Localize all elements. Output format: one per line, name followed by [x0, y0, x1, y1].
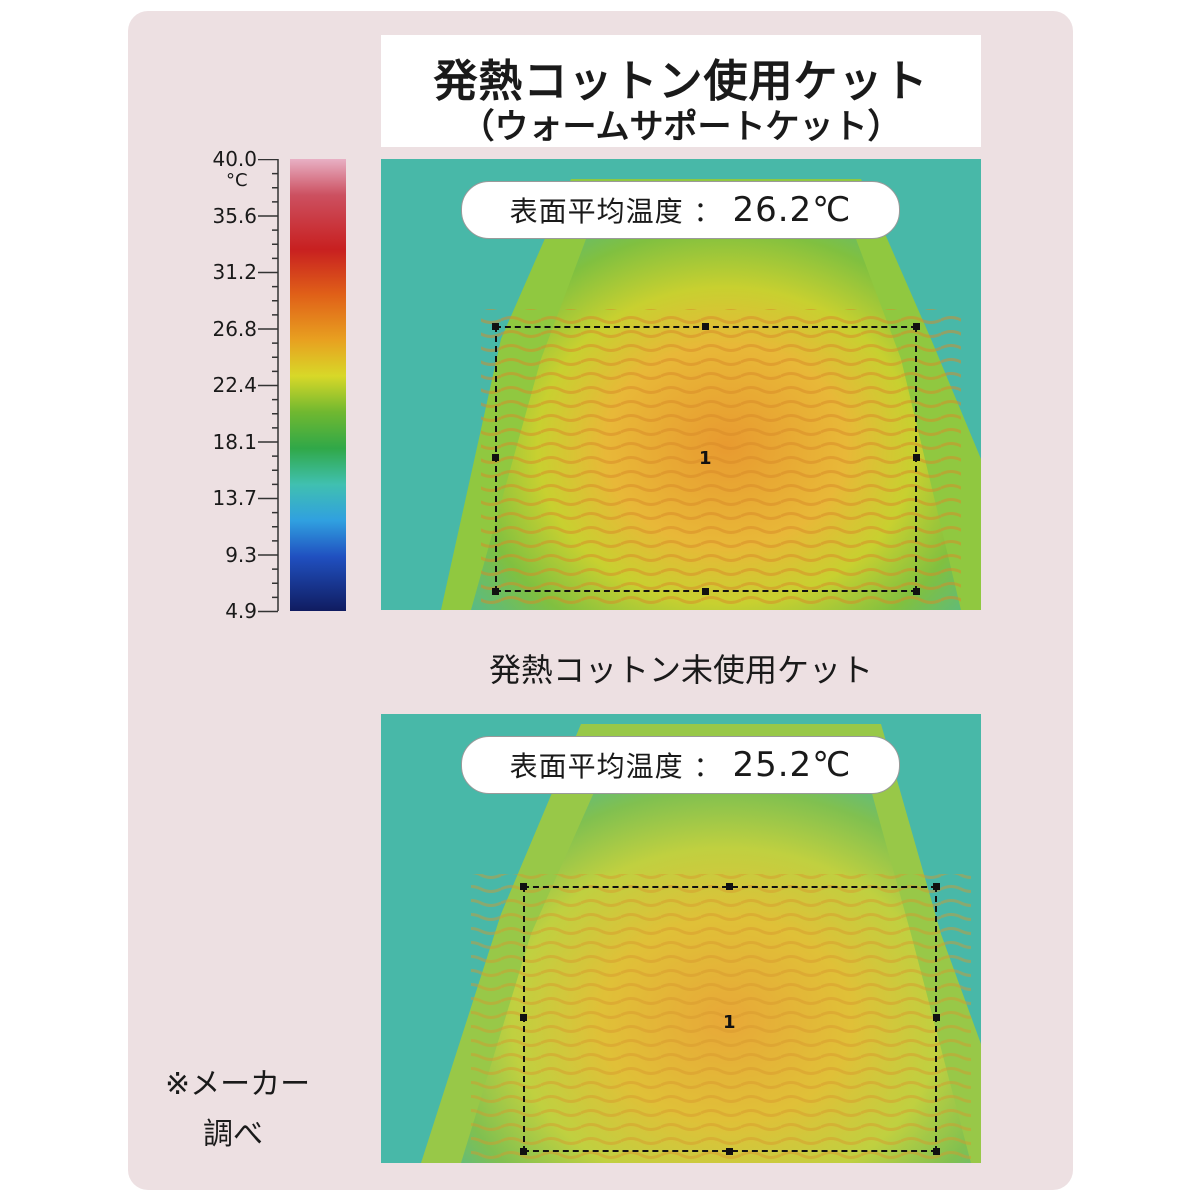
- footnote: ※メーカー 調べ: [165, 1060, 310, 1160]
- scale-tick-label: 4.9: [225, 599, 257, 623]
- scale-unit: °C: [226, 170, 248, 191]
- page-subtitle: （ウォームサポートケット）: [460, 107, 902, 147]
- scale-tick-label: 18.1: [212, 429, 257, 454]
- thermal-image-with-cotton: 表面平均温度 ： 26.2℃ 1: [381, 159, 981, 610]
- avg-temp-label: 表面平均温度 ：: [509, 195, 723, 228]
- scale-tick-label: 26.8: [212, 316, 257, 341]
- scale-tick-label: 35.6: [212, 203, 257, 228]
- thermal-image-without-cotton: 表面平均温度 ： 25.2℃ 1: [381, 714, 981, 1163]
- footnote-line-2: 調べ: [203, 1117, 263, 1152]
- scale-tick-label: 13.7: [212, 486, 257, 510]
- region-label: 1: [699, 448, 712, 469]
- scale-tick-label: 40.0: [212, 147, 257, 171]
- section-label-without-cotton: 発熱コットン未使用ケット: [488, 651, 873, 689]
- measurement-region: 1: [520, 883, 940, 1155]
- page-title: 発熱コットン使用ケット: [433, 56, 929, 107]
- temperature-color-scale: [290, 159, 346, 611]
- avg-temp-value: 26.2℃: [732, 190, 852, 230]
- avg-temp-badge-without-cotton: 表面平均温度 ： 25.2℃: [461, 736, 900, 794]
- scale-axis: [258, 159, 279, 613]
- avg-temp-value: 25.2℃: [732, 745, 852, 785]
- avg-temp-label: 表面平均温度 ：: [509, 750, 723, 783]
- region-label: 1: [723, 1012, 736, 1033]
- footnote-line-1: ※メーカー: [165, 1067, 311, 1102]
- scale-tick-label: 31.2: [212, 260, 257, 284]
- title-box: 発熱コットン使用ケット （ウォームサポートケット）: [381, 35, 981, 147]
- avg-temp-badge-with-cotton: 表面平均温度 ： 26.2℃: [461, 181, 900, 239]
- scale-tick-label: 22.4: [212, 373, 257, 397]
- thermal-heatmap: [381, 714, 981, 1163]
- measurement-region: 1: [492, 323, 920, 595]
- scale-tick-label: 9.3: [225, 542, 257, 567]
